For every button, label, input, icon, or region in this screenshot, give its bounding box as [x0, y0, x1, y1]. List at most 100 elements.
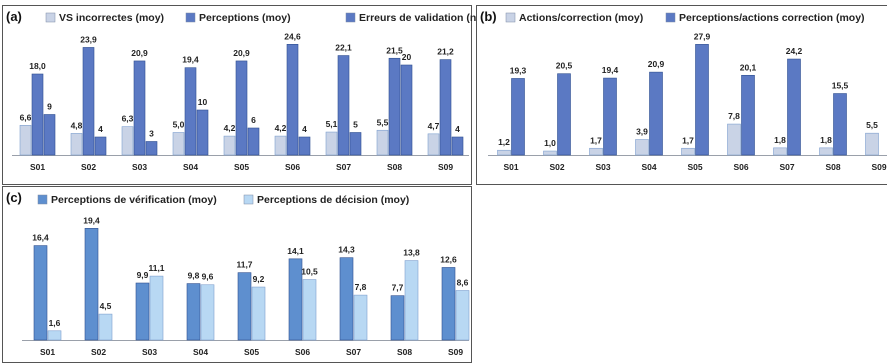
- legend-swatch: [45, 12, 56, 23]
- bar: [196, 109, 209, 156]
- data-label: 5,0: [173, 120, 185, 130]
- bar: [337, 55, 350, 156]
- x-tick-label: S05: [244, 347, 259, 357]
- data-label: 1,6: [49, 318, 61, 328]
- bar: [223, 135, 236, 156]
- data-label: 19,4: [83, 215, 100, 225]
- x-tick-label: S08: [387, 162, 402, 172]
- x-tick-label: S07: [779, 162, 794, 172]
- data-label: 20,1: [740, 62, 757, 72]
- bar: [84, 228, 99, 341]
- bar: [31, 73, 44, 156]
- data-label: 1,7: [682, 135, 694, 145]
- data-label: 19,4: [182, 55, 199, 65]
- legend-swatch: [345, 12, 356, 23]
- data-label: 6: [251, 115, 256, 125]
- bar: [133, 60, 146, 156]
- x-tick-label: S02: [549, 162, 564, 172]
- data-label: 4,5: [100, 301, 112, 311]
- data-label: 9,6: [202, 272, 214, 282]
- data-label: 13,8: [403, 248, 420, 258]
- data-label: 21,2: [437, 47, 454, 57]
- data-label: 22,1: [335, 43, 352, 53]
- data-label: 21,5: [386, 45, 403, 55]
- bar: [511, 78, 525, 156]
- bar: [589, 147, 603, 156]
- data-label: 1,2: [498, 137, 510, 147]
- data-label: 9: [47, 102, 52, 112]
- x-tick-label: S04: [641, 162, 656, 172]
- legend-swatch: [665, 12, 676, 23]
- x-tick-label: S02: [91, 347, 106, 357]
- bar: [349, 132, 362, 156]
- bar: [149, 275, 164, 341]
- legend-entry: Actions/correction (moy): [519, 12, 643, 24]
- x-tick-label: S09: [438, 162, 453, 172]
- x-tick-label: S06: [285, 162, 300, 172]
- bar: [388, 57, 401, 156]
- bar: [727, 123, 741, 156]
- x-tick-label: S02: [81, 162, 96, 172]
- data-label: 20,5: [556, 61, 573, 71]
- bar: [47, 330, 62, 341]
- bar: [649, 71, 663, 156]
- x-tick-label: S09: [448, 347, 463, 357]
- x-tick-label: S08: [825, 162, 840, 172]
- x-tick-label: S03: [595, 162, 610, 172]
- bar: [451, 136, 464, 156]
- x-tick-label: S05: [234, 162, 249, 172]
- data-label: 7,7: [392, 283, 404, 293]
- bar: [441, 267, 456, 341]
- bar: [603, 77, 617, 156]
- data-label: 1,8: [820, 135, 832, 145]
- bar: [94, 136, 107, 156]
- bar: [237, 272, 252, 341]
- bar: [184, 67, 197, 156]
- data-label: 7,8: [728, 111, 740, 121]
- legend-entry: Perceptions de vérification (moy): [51, 194, 217, 206]
- bar: [427, 133, 440, 156]
- data-label: 12,6: [440, 254, 457, 264]
- data-label: 16,4: [32, 233, 49, 243]
- bar: [33, 245, 48, 341]
- x-tick-label: S05: [687, 162, 702, 172]
- bar: [741, 74, 755, 156]
- data-label: 20: [402, 52, 412, 62]
- data-label: 8,6: [457, 277, 469, 287]
- bar: [439, 59, 452, 156]
- data-label: 20,9: [648, 59, 665, 69]
- bar: [557, 73, 571, 156]
- bar: [200, 284, 215, 341]
- legend-entry: VS incorrectes (moy): [59, 12, 164, 24]
- data-label: 14,1: [287, 246, 304, 256]
- x-tick-label: S06: [733, 162, 748, 172]
- bar: [773, 147, 787, 156]
- data-label: 3,9: [636, 127, 648, 137]
- data-label: 9,8: [188, 271, 200, 281]
- legend-entry: Perceptions/actions correction (moy): [679, 12, 865, 24]
- panel-label: (b): [480, 9, 497, 24]
- data-label: 5,5: [377, 117, 389, 127]
- bar: [787, 58, 801, 156]
- legend-swatch: [37, 194, 48, 205]
- data-label: 14,3: [338, 245, 355, 255]
- data-label: 7,8: [355, 282, 367, 292]
- bar: [695, 44, 709, 156]
- data-label: 24,6: [284, 31, 301, 41]
- data-label: 27,9: [694, 31, 711, 41]
- bar: [98, 313, 113, 341]
- bar: [186, 283, 201, 341]
- data-label: 5,5: [866, 120, 878, 130]
- legend-swatch: [243, 194, 254, 205]
- bar: [543, 150, 557, 156]
- data-label: 15,5: [832, 81, 849, 91]
- bar: [819, 147, 833, 156]
- data-label: 9,9: [137, 270, 149, 280]
- data-label: 4: [302, 124, 307, 134]
- x-tick-label: S08: [397, 347, 412, 357]
- data-label: 11,7: [236, 260, 252, 270]
- chart-panel-3: (c) Perceptions de vérification (moy) Perc…: [2, 186, 472, 363]
- data-label: 11,1: [148, 263, 164, 273]
- data-label: 4: [455, 124, 460, 134]
